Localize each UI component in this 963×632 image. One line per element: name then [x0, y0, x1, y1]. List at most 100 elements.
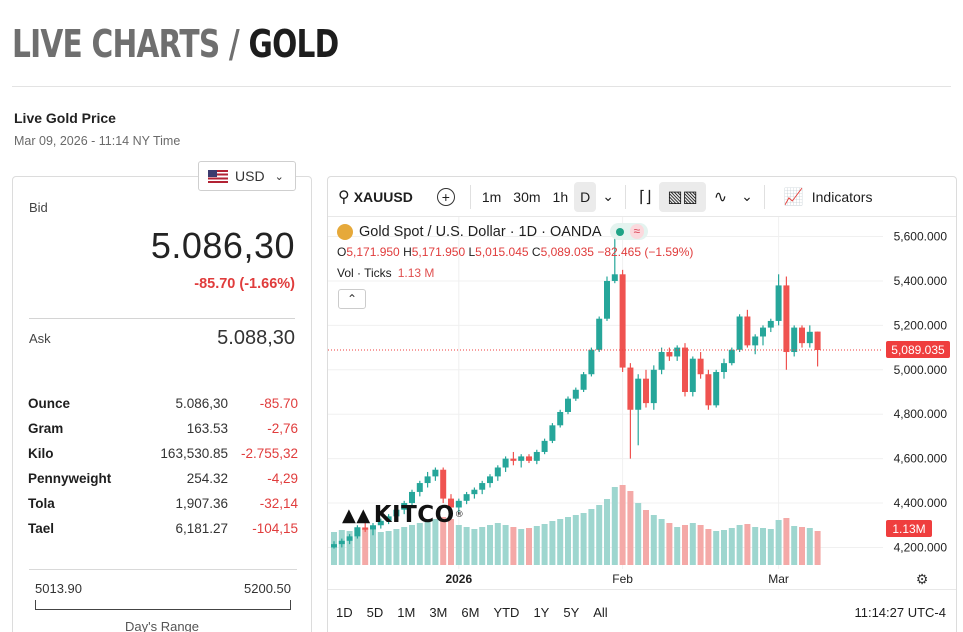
chevron-down-icon[interactable]: ⌄ [741, 188, 753, 204]
volume-bar [643, 510, 649, 565]
candle-body [432, 469, 439, 477]
volume-bar [416, 523, 423, 565]
interval-1m[interactable]: 1m [481, 188, 502, 205]
volume-legend: Vol · Ticks 1.13 M [337, 266, 434, 280]
y-tick-label: 5,600.000 [894, 230, 948, 244]
y-tick-label: 4,200.000 [894, 540, 948, 554]
gold-coin-icon [337, 223, 353, 240]
unit-row-tola: Tola 1,907.36 -32,14 [28, 491, 298, 516]
unit-price: 5.086,30 [175, 396, 228, 411]
ohlc-high-key: H [403, 245, 412, 259]
range-3m[interactable]: 3M [429, 605, 448, 620]
indicators-label: Indicators [811, 188, 873, 205]
candle-body [494, 467, 501, 477]
range-ytd[interactable]: YTD [493, 605, 520, 620]
settings-gear-icon: ⚙ [916, 572, 929, 588]
candle-body [331, 544, 337, 548]
volume-bar [471, 529, 478, 565]
volume-bar [354, 527, 361, 565]
day-range-label: Day's Range [124, 619, 200, 632]
volume-bar [775, 520, 782, 565]
chart-clock: 11:14:27 UTC-4 [854, 605, 946, 620]
unit-change: -2,76 [267, 421, 298, 436]
interval-d[interactable]: D [574, 181, 597, 212]
unit-row-gram: Gram 163.53 -2,76 [28, 416, 298, 441]
candle-chart-style-icon[interactable]: ▧▧ [659, 181, 706, 212]
candle-body [362, 527, 369, 530]
candle-body [611, 274, 618, 281]
range-5y[interactable]: 5Y [563, 605, 580, 620]
candle-body [721, 363, 727, 373]
range-all[interactable]: All [593, 605, 608, 620]
bar-chart-style-icon[interactable]: ⌈⌋ [638, 188, 652, 206]
volume-bar [721, 530, 727, 565]
candle-body [549, 425, 556, 441]
volume-bar [533, 526, 540, 565]
unit-table: Ounce 5.086,30 -85.70 Gram 163.53 -2,76 Kilo… [28, 391, 298, 541]
candle-body [799, 327, 805, 344]
candle-body [370, 525, 376, 530]
area-chart-style-icon[interactable]: ∿ [713, 188, 728, 206]
candle-body [401, 503, 408, 510]
y-tick-label: 4,800.000 [894, 407, 948, 421]
indicators-button[interactable]: 📈 Indicators [770, 182, 879, 212]
x-tick-label: 2026 [445, 572, 472, 586]
unit-name: Gram [28, 421, 64, 436]
chevron-down-icon[interactable]: ⌄ [602, 188, 614, 204]
chevron-up-icon: ⌃ [346, 292, 358, 306]
volume-bar [362, 529, 369, 565]
market-status-badge: ≈ [609, 223, 649, 240]
currency-select[interactable]: USD ⌄ [198, 161, 296, 191]
page-title: LIVE CHARTS / GOLD [12, 22, 339, 66]
price-chart[interactable]: 5,600.000 5,400.000 5,200.000 5,000.000 4,80… [328, 217, 957, 589]
volume-bar [580, 513, 587, 565]
legend-collapse-button[interactable]: ⌃ [338, 289, 366, 309]
chart-toolbar: ⚲ XAUUSD + 1m 30m 1h D ⌄ ⌈⌋ ▧▧ ∿ ⌄ 📈 Indic… [328, 177, 956, 217]
watermark-text: KITCO [373, 502, 455, 528]
volume-bar [674, 527, 681, 565]
ask-label: Ask [29, 331, 51, 346]
chart-footer-divider [328, 589, 956, 590]
symbol-search[interactable]: ⚲ XAUUSD [328, 182, 419, 212]
candle-body [705, 374, 712, 406]
range-6m[interactable]: 6M [461, 605, 480, 620]
y-tick-label: 5,200.000 [894, 318, 948, 332]
volume-bar [494, 523, 501, 565]
range-1m[interactable]: 1M [397, 605, 416, 620]
volume-bar [502, 525, 509, 565]
volume-value: 1.13 M [397, 266, 435, 280]
range-1d[interactable]: 1D [336, 605, 353, 620]
candle-body [424, 476, 431, 484]
volume-bar [760, 528, 766, 565]
candle-body [463, 494, 470, 501]
candle-body [572, 389, 579, 399]
candle-body [682, 347, 688, 392]
unit-row-tael: Tael 6,181.27 -104,15 [28, 516, 298, 541]
candle-body [502, 458, 509, 468]
candle-body [697, 358, 704, 375]
range-5d[interactable]: 5D [366, 605, 384, 620]
candle-body [744, 316, 751, 346]
candle-body [650, 369, 657, 404]
range-1y[interactable]: 1Y [533, 605, 550, 620]
volume-bar [596, 505, 603, 565]
volume-bar [814, 531, 821, 565]
unit-row-pennyweight: Pennyweight 254.32 -4,29 [28, 466, 298, 491]
compare-add-icon[interactable]: + [436, 187, 455, 206]
candle-body [791, 327, 798, 353]
volume-bar [541, 524, 548, 565]
toolbar-divider [624, 184, 626, 209]
volume-bar [463, 527, 470, 565]
candle-body [760, 327, 766, 337]
interval-1h[interactable]: 1h [552, 188, 569, 205]
candle-body [346, 536, 353, 541]
volume-bar [806, 528, 813, 565]
unit-change: -85.70 [259, 396, 298, 411]
ask-value: 5.088,30 [217, 327, 295, 349]
chart-legend-title: Gold Spot / U.S. Dollar · 1D · OANDA ≈ [337, 223, 649, 240]
interval-30m[interactable]: 30m [513, 188, 541, 205]
volume-bar [767, 529, 774, 565]
candle-body [775, 285, 782, 321]
volume-bar [611, 487, 618, 565]
live-price-datetime: Mar 09, 2026 - 11:14 NY Time [14, 134, 181, 148]
